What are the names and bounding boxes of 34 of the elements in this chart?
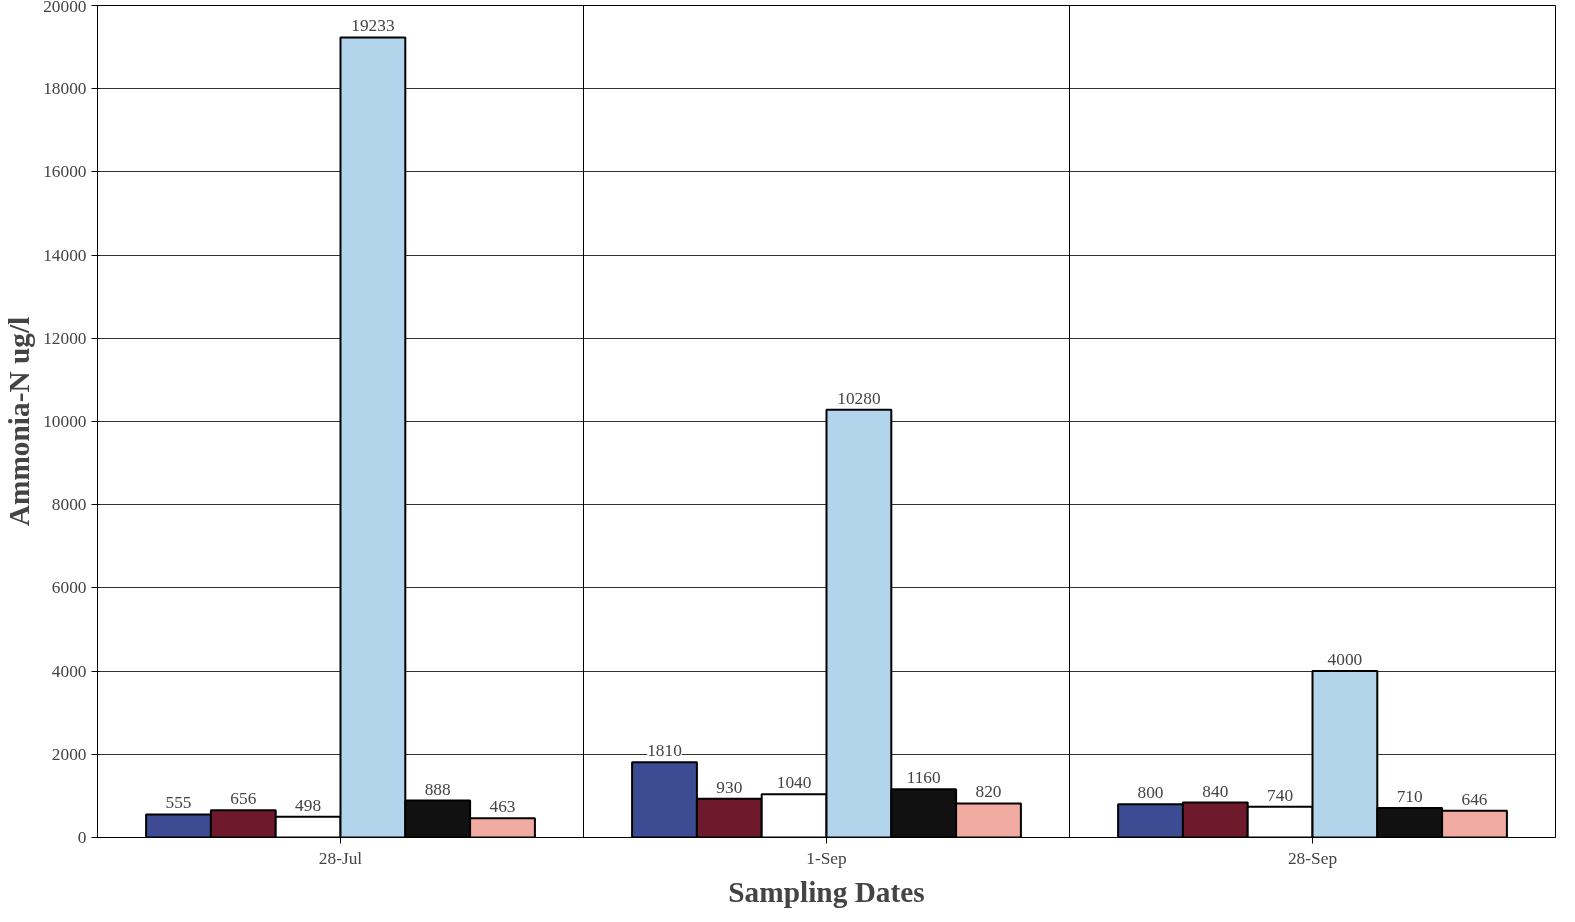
data-label: 820 <box>975 782 1002 802</box>
data-label: 19233 <box>351 16 395 36</box>
y-tick-label: 6000 <box>51 578 87 598</box>
data-label: 555 <box>165 793 192 813</box>
data-label: 1160 <box>906 768 941 788</box>
data-label: 463 <box>489 797 516 817</box>
x-tick-label: 28-Jul <box>318 848 363 868</box>
y-axis-title: Ammonia-N ug/l <box>3 316 36 527</box>
data-label: 740 <box>1267 785 1294 805</box>
data-label: 888 <box>424 779 451 799</box>
y-tick-label: 16000 <box>43 162 87 182</box>
y-tick-label: 4000 <box>51 661 87 681</box>
data-label: 656 <box>230 789 257 809</box>
y-tick-label: 18000 <box>43 79 87 99</box>
data-label: 800 <box>1137 783 1164 803</box>
data-label: 930 <box>716 777 743 797</box>
data-label: 498 <box>295 795 322 815</box>
y-tick-label: 0 <box>77 828 87 847</box>
y-tick-label: 2000 <box>51 744 87 764</box>
x-tick-label: 28-Sep <box>1287 848 1338 868</box>
data-label: 646 <box>1461 789 1488 809</box>
x-tick-label: 1-Sep <box>806 848 847 868</box>
y-tick-label: 10000 <box>43 412 87 431</box>
data-label: 10280 <box>837 388 881 408</box>
y-tick-label: 20000 <box>43 0 87 16</box>
data-label: 840 <box>1202 781 1229 801</box>
data-label: 710 <box>1396 786 1423 806</box>
x-axis-title: Sampling Dates <box>728 875 925 908</box>
y-tick-label: 12000 <box>43 328 87 348</box>
y-tick-label: 14000 <box>43 245 87 265</box>
y-tick-label: 8000 <box>51 495 87 515</box>
data-label: 4000 <box>1327 650 1363 670</box>
data-label: 1040 <box>776 773 812 793</box>
data-label: 1810 <box>647 741 682 761</box>
